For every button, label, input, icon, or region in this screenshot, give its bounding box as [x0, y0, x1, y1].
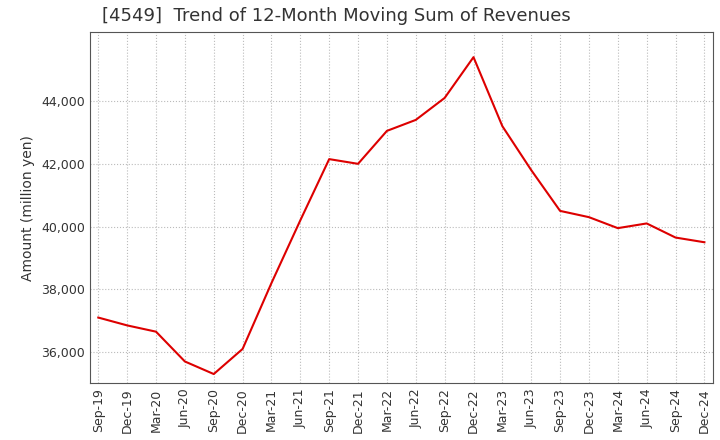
Text: [4549]  Trend of 12-Month Moving Sum of Revenues: [4549] Trend of 12-Month Moving Sum of R… [102, 7, 571, 25]
Y-axis label: Amount (million yen): Amount (million yen) [22, 135, 35, 281]
